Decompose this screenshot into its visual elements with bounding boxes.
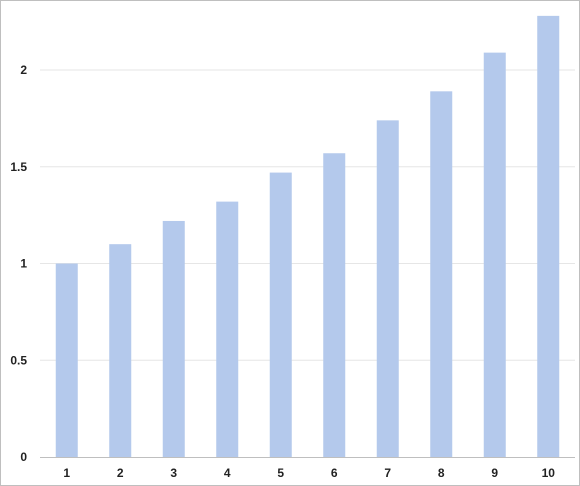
y-tick-label: 1.5 xyxy=(10,160,27,174)
bar-6 xyxy=(323,153,346,457)
x-tick-label: 4 xyxy=(224,466,231,480)
x-tick-label: 3 xyxy=(170,466,177,480)
x-tick-label: 5 xyxy=(277,466,284,480)
y-tick-label: 0.5 xyxy=(10,353,27,367)
bar-10 xyxy=(537,15,560,457)
bars xyxy=(55,15,560,458)
bar-5 xyxy=(269,172,292,457)
y-tick-label: 1 xyxy=(20,257,27,271)
x-tick-label: 1 xyxy=(63,466,70,480)
y-tick-label: 0 xyxy=(20,450,27,464)
bar-4 xyxy=(216,201,239,457)
x-tick-label: 9 xyxy=(491,466,498,480)
x-tick-label: 6 xyxy=(331,466,338,480)
y-axis-ticks: 0 0.5 1 1.5 2 xyxy=(10,63,27,464)
x-tick-label: 10 xyxy=(542,466,556,480)
bar-1 xyxy=(55,263,78,457)
bar-7 xyxy=(376,120,399,457)
bar-8 xyxy=(430,91,453,458)
bar-3 xyxy=(162,220,185,457)
y-tick-label: 2 xyxy=(20,63,27,77)
bar-9 xyxy=(483,52,506,458)
x-axis-ticks: 1 2 3 4 5 6 7 8 9 10 xyxy=(63,466,555,480)
bar-2 xyxy=(109,244,132,457)
x-tick-label: 2 xyxy=(117,466,124,480)
x-tick-label: 7 xyxy=(384,466,391,480)
x-tick-label: 8 xyxy=(438,466,445,480)
